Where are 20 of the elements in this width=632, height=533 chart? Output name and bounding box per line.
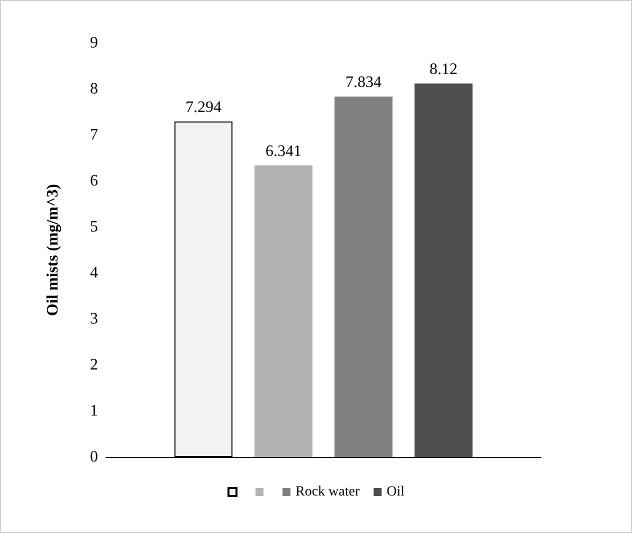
bar	[334, 96, 393, 457]
y-tick-label: 2	[90, 356, 98, 374]
data-label: 8.12	[430, 60, 458, 78]
y-tick-label: 3	[90, 310, 98, 328]
legend-label: Oil	[386, 484, 405, 500]
data-label: 7.294	[185, 98, 222, 116]
y-tick-label: 0	[90, 448, 98, 466]
bar	[414, 83, 473, 457]
legend-label: Rock water	[295, 484, 360, 500]
y-tick-label: 8	[90, 80, 98, 98]
y-tick-label: 7	[90, 126, 98, 144]
y-tick-label: 9	[90, 34, 98, 52]
data-label: 7.834	[346, 74, 382, 92]
y-axis-title: Oil mists (mg/m^3)	[44, 184, 62, 316]
y-tick-label: 6	[90, 172, 98, 190]
y-tick-label: 4	[90, 264, 98, 282]
data-label: 6.341	[265, 142, 302, 160]
bar	[254, 165, 312, 457]
y-tick-label: 1	[90, 402, 98, 420]
y-tick-label: 5	[90, 218, 98, 236]
